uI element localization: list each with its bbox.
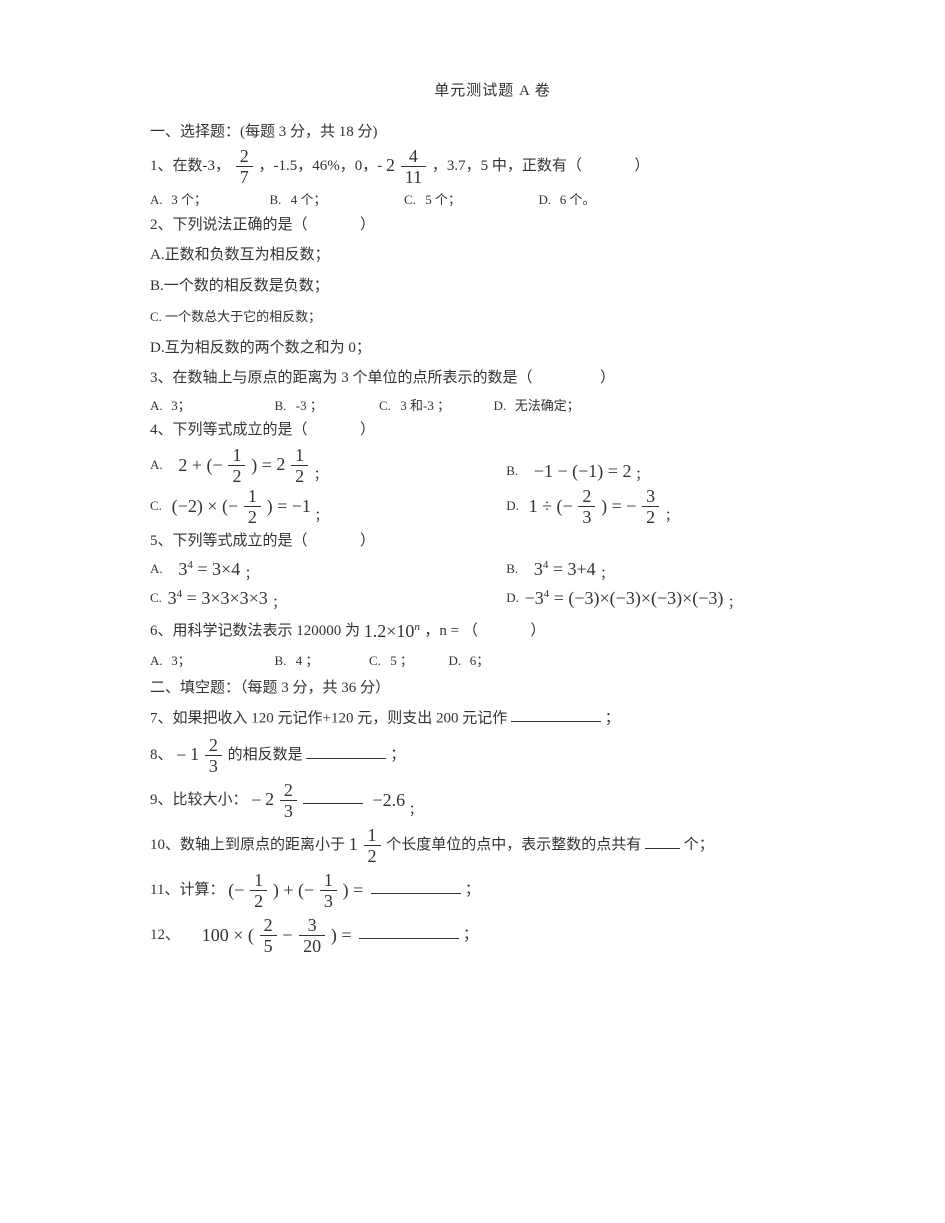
q3-opt-a: 3； — [171, 396, 271, 416]
q6-stem: 6、用科学记数法表示 120000 为 1.2×10n ，n = （ ） — [150, 618, 835, 645]
q5-opt-a: A. 34 = 3×4 ； — [150, 556, 506, 583]
q12: 12、 100 × ( 2 5 − 3 20 ) = ； — [150, 916, 835, 955]
q2-opt-a: A.正数和负数互为相反数； — [150, 244, 835, 267]
q4-opt-a: A. 2 + (− 1 2 ) = 2 1 2 ； — [150, 446, 506, 485]
q1-opt-b: 4 个； — [291, 190, 401, 210]
q5-opt-b: B. 34 = 3+4 ； — [506, 556, 835, 583]
q4-opt-c: C. (−2) × (− 1 2 ) = −1 ； — [150, 487, 506, 526]
q1-mid2: ，3.7，5 中，正数有（ — [432, 158, 582, 174]
q4-opt-b: B. −1 − (−1) = 2 ； — [506, 458, 835, 485]
q11: 11、计算： (− 1 2 ) + (− 1 3 ) = ； — [150, 871, 835, 910]
q10-blank — [645, 833, 680, 848]
q1-mixed: 2 4 11 — [386, 147, 428, 186]
page-title: 单元测试题 A 卷 — [150, 80, 835, 103]
q6-opt-d: 6； — [470, 651, 490, 671]
q10: 10、数轴上到原点的距离小于 1 1 2 个长度单位的点中，表示整数的点共有 个… — [150, 826, 835, 865]
section-2-heading: 二、填空题：（每题 3 分，共 36 分） — [150, 677, 835, 700]
q2-stem: 2、下列说法正确的是（ ） — [150, 214, 835, 237]
q1-paren-space — [586, 158, 631, 174]
q5-row-cd: C. 34 = 3×3×3×3 ； D. −34 = (−3)×(−3)×(−3… — [150, 585, 835, 612]
q1-opt-c: 5 个； — [425, 190, 535, 210]
q7-blank — [511, 707, 601, 722]
q7: 7、如果把收入 120 元记作+120 元，则支出 200 元记作 ； — [150, 707, 835, 730]
q12-blank — [359, 923, 459, 938]
q4-row-ab: A. 2 + (− 1 2 ) = 2 1 2 ； B. −1 − (−1) =… — [150, 446, 835, 485]
q1-mid1: ，-1.5，46%，0，- — [259, 158, 383, 174]
q5-row-ab: A. 34 = 3×4 ； B. 34 = 3+4 ； — [150, 556, 835, 583]
q1-prefix: 1、在数-3， — [150, 158, 230, 174]
q3-options: A. 3； B. -3 ； C. 3 和-3 ； D. 无法确定； — [150, 396, 835, 416]
q2-opt-c: C. 一个数总大于它的相反数； — [150, 307, 835, 327]
section-1-heading: 一、选择题：(每题 3 分，共 18 分) — [150, 121, 835, 144]
q3-opt-b: -3 ； — [296, 396, 376, 416]
q1-opt-d: 6 个。 — [560, 190, 596, 210]
q1-options: A. 3 个； B. 4 个； C. 5 个； D. 6 个。 — [150, 190, 835, 210]
q3-opt-d: 无法确定； — [515, 396, 580, 416]
page: 单元测试题 A 卷 一、选择题：(每题 3 分，共 18 分) 1、在数-3， … — [0, 0, 945, 1223]
q4-opt-d: D. 1 ÷ (− 2 3 ) = − 3 2 ； — [506, 487, 835, 526]
q3-stem: 3、在数轴上与原点的距离为 3 个单位的点所表示的数是（ ） — [150, 367, 835, 390]
q1-stem: 1、在数-3， 2 7 ，-1.5，46%，0，- 2 4 11 ，3.7，5 … — [150, 147, 835, 186]
q11-blank — [371, 878, 461, 893]
q1-opt-a: 3 个； — [171, 190, 266, 210]
q5-stem: 5、下列等式成立的是（ ） — [150, 530, 835, 553]
q2-opt-b: B.一个数的相反数是负数； — [150, 275, 835, 298]
q9-blank — [303, 788, 363, 803]
q5-opt-d: D. −34 = (−3)×(−3)×(−3)×(−3) ； — [506, 585, 835, 612]
q6-opt-a: 3； — [171, 651, 271, 671]
q2-opt-d: D.互为相反数的两个数之和为 0； — [150, 337, 835, 360]
q8-blank — [306, 743, 386, 758]
q1-frac-2-7: 2 7 — [236, 147, 253, 186]
q3-opt-c: 3 和-3 ； — [400, 396, 490, 416]
q6-opt-c: 5 ； — [390, 651, 445, 671]
q8: 8、 − 1 2 3 的相反数是 ； — [150, 736, 835, 775]
q9: 9、比较大小： − 2 2 3 −2.6 ； — [150, 781, 835, 820]
q6-options: A. 3； B. 4 ； C. 5 ； D. 6； — [150, 651, 835, 671]
q4-stem: 4、下列等式成立的是（ ） — [150, 419, 835, 442]
q1-tail: ） — [634, 158, 649, 174]
q5-opt-c: C. 34 = 3×3×3×3 ； — [150, 585, 506, 612]
q6-opt-b: 4 ； — [296, 651, 366, 671]
q4-row-cd: C. (−2) × (− 1 2 ) = −1 ； D. 1 ÷ (− 2 3 … — [150, 487, 835, 526]
